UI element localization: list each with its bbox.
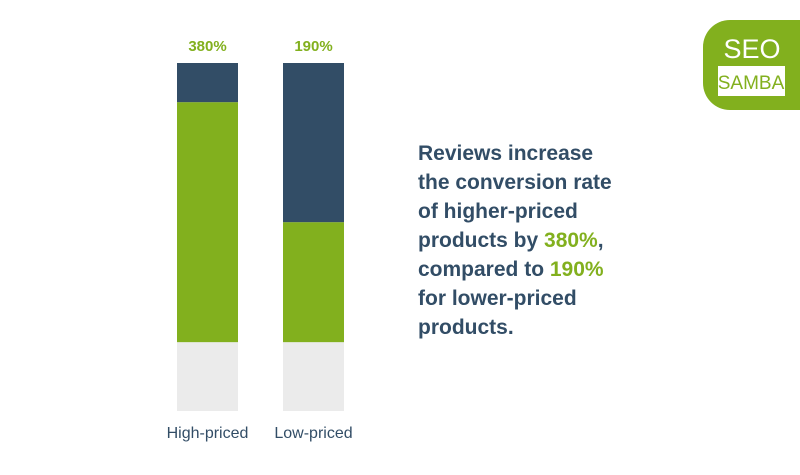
bar-segment xyxy=(177,102,238,343)
annotation-text: the conversion rate xyxy=(418,171,612,194)
category-label: High-priced xyxy=(167,425,249,442)
bar-segment xyxy=(177,342,238,411)
bar-segment xyxy=(283,63,344,223)
bar-segment xyxy=(283,222,344,343)
annotation-line: of higher-priced xyxy=(418,200,578,223)
value-label: 190% xyxy=(294,38,332,55)
logo: SEO SAMBA xyxy=(703,20,800,110)
annotation-line: Reviews increase xyxy=(418,142,593,165)
bar-segment xyxy=(177,63,238,103)
category-label: Low-priced xyxy=(274,425,352,442)
annotation-text: , xyxy=(598,229,604,252)
annotation-line: compared to 190% xyxy=(418,258,604,281)
logo-top: SEO xyxy=(723,34,780,64)
annotation-text: for lower-priced xyxy=(418,287,577,310)
value-label: 380% xyxy=(188,38,226,55)
annotation-line: products by 380%, xyxy=(418,229,604,252)
annotation-line: products. xyxy=(418,316,514,339)
bar-segment xyxy=(283,342,344,411)
annotation-text: of higher-priced xyxy=(418,200,578,223)
annotation-text: Reviews increase xyxy=(418,142,593,165)
highlight-text: 190% xyxy=(550,258,604,281)
annotation-text: products by xyxy=(418,229,544,252)
annotation-line: for lower-priced xyxy=(418,287,577,310)
logo-bottom: SAMBA xyxy=(718,73,785,94)
annotation-line: the conversion rate xyxy=(418,171,612,194)
annotation-text: products. xyxy=(418,316,514,339)
annotation-text: compared to xyxy=(418,258,550,281)
logo-box xyxy=(718,66,785,96)
highlight-text: 380% xyxy=(544,229,598,252)
